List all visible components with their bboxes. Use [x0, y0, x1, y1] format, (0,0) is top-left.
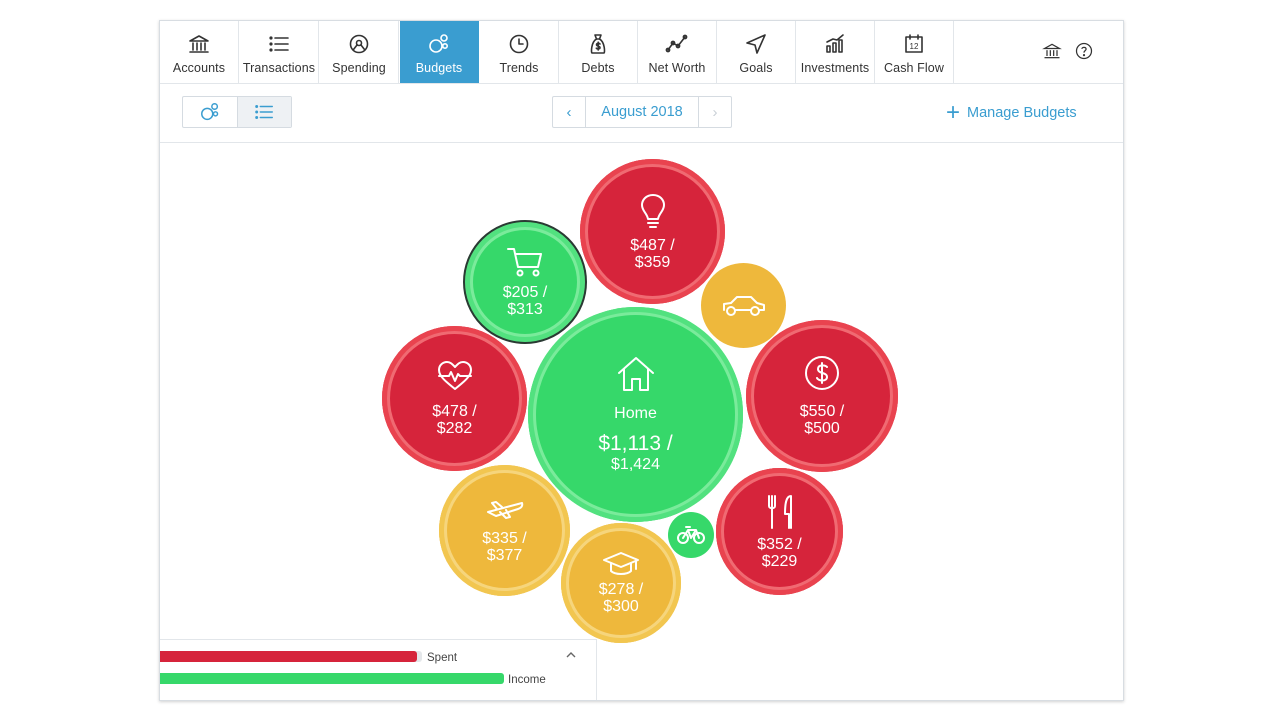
- budget-spent: $205 /: [502, 284, 548, 301]
- car-icon: [722, 295, 765, 316]
- nav-investments-label: Investments: [800, 61, 870, 75]
- nav-trends-label: Trends: [499, 61, 539, 75]
- line-chart-icon: [638, 32, 716, 56]
- nav-accounts[interactable]: Accounts: [160, 21, 239, 83]
- nav-spending[interactable]: Spending: [320, 21, 399, 83]
- budget-spent: $550 /: [799, 403, 845, 420]
- budget-limit: $377: [486, 546, 523, 564]
- nav-goals[interactable]: Goals: [717, 21, 796, 83]
- budget-spent: $352 /: [757, 535, 802, 553]
- budget-limit: $229: [761, 552, 798, 570]
- nav-net-worth-label: Net Worth: [648, 61, 706, 75]
- budget-bubble-utilities[interactable]: $487 / $359: [580, 159, 725, 304]
- bubbles-icon: [400, 32, 478, 56]
- budget-spent: $278 /: [598, 581, 644, 598]
- nav-investments[interactable]: Investments: [796, 21, 875, 83]
- spent-label: Spent: [427, 652, 458, 664]
- airplane-icon: [486, 500, 523, 519]
- bubble-view-button[interactable]: [183, 97, 237, 127]
- manage-budgets-button[interactable]: + Manage Budgets: [946, 99, 1077, 126]
- budget-bubble-health[interactable]: $478 / $282: [382, 326, 527, 471]
- svg-text:12: 12: [910, 42, 919, 51]
- budget-spent: $335 /: [482, 529, 527, 547]
- budget-limit: $359: [634, 253, 671, 271]
- house-icon: [617, 357, 654, 391]
- spent-bar: [160, 651, 417, 662]
- calendar-icon: 12: [875, 32, 953, 56]
- income-bar-track: [160, 673, 504, 684]
- budget-spent: $1,113 /: [598, 432, 673, 455]
- month-selector: ‹ August 2018 ›: [552, 96, 732, 128]
- list-icon: [255, 105, 274, 119]
- spent-income-legend: Spent Income: [160, 639, 597, 700]
- budget-bubble-auto[interactable]: [701, 263, 786, 348]
- budget-spent: $487 /: [630, 236, 675, 254]
- chevron-up-icon[interactable]: [564, 648, 578, 662]
- nav-spending-label: Spending: [332, 61, 386, 75]
- budget-limit: $500: [804, 420, 840, 437]
- budget-bubble-food[interactable]: $352 / $229: [716, 468, 843, 595]
- nav-accounts-label: Accounts: [172, 61, 226, 75]
- prev-month-button[interactable]: ‹: [553, 97, 586, 127]
- plus-icon: +: [946, 99, 961, 126]
- navigation-arrow-icon: [717, 32, 795, 56]
- spent-bar-track: [160, 651, 422, 662]
- next-month-button[interactable]: ›: [698, 97, 731, 127]
- nav-transactions-label: Transactions: [242, 61, 316, 75]
- budget-bubble-sports[interactable]: [668, 512, 714, 558]
- budget-bubble-travel[interactable]: $335 / $377: [439, 465, 570, 596]
- graduation-cap-icon: [603, 552, 639, 575]
- budgets-app-window: Accounts Transactions Spending Budgets T…: [159, 20, 1124, 701]
- heart-pulse-icon: [437, 360, 472, 390]
- nav-budgets-label: Budgets: [415, 61, 463, 75]
- view-toggle: [182, 96, 292, 128]
- nav-cash-flow-label: Cash Flow: [884, 61, 944, 75]
- budget-name: Home: [614, 405, 657, 422]
- budget-limit: $313: [507, 301, 543, 318]
- nav-cash-flow[interactable]: 12 Cash Flow: [875, 21, 954, 83]
- budget-toolbar: ‹ August 2018 › + Manage Budgets: [160, 84, 1123, 143]
- manage-budgets-label: Manage Budgets: [967, 105, 1077, 121]
- nav-net-worth[interactable]: Net Worth: [638, 21, 717, 83]
- budget-bubble-home[interactable]: Home $1,113 / $1,424: [528, 307, 743, 522]
- bicycle-icon: [677, 526, 705, 544]
- dollar-icon: [805, 356, 839, 390]
- budget-limit: $1,424: [611, 456, 660, 473]
- nav-debts-label: Debts: [581, 61, 615, 75]
- lightbulb-icon: [640, 193, 665, 228]
- list-view-button[interactable]: [236, 97, 291, 127]
- nav-debts[interactable]: Debts: [559, 21, 638, 83]
- budget-bubble-shopping[interactable]: $205 / $313: [463, 220, 587, 344]
- pie-chart-icon: [320, 32, 398, 56]
- income-bar: [160, 673, 504, 684]
- income-label: Income: [508, 674, 546, 686]
- clock-icon: [480, 32, 558, 56]
- budget-bubble-education[interactable]: $278 / $300: [561, 523, 681, 643]
- nav-budgets[interactable]: Budgets: [400, 21, 479, 83]
- institutions-bank-icon[interactable]: [1042, 41, 1062, 66]
- nav-goals-label: Goals: [739, 61, 773, 75]
- list-icon: [240, 32, 318, 56]
- budget-limit: $282: [436, 419, 473, 437]
- bubbles-icon: [200, 103, 219, 121]
- fork-knife-icon: [767, 494, 792, 529]
- main-nav: Accounts Transactions Spending Budgets T…: [160, 21, 1123, 84]
- nav-trends[interactable]: Trends: [480, 21, 559, 83]
- budget-bubble-fees[interactable]: $550 / $500: [746, 320, 898, 472]
- budget-spent: $478 /: [432, 402, 477, 420]
- bar-chart-icon: [796, 32, 874, 56]
- budget-limit: $300: [603, 598, 639, 615]
- bank-icon: [160, 32, 238, 56]
- shopping-cart-icon: [507, 248, 542, 277]
- help-icon[interactable]: [1074, 41, 1094, 66]
- money-bag-icon: [559, 32, 637, 56]
- current-month: August 2018: [601, 104, 683, 120]
- nav-transactions[interactable]: Transactions: [240, 21, 319, 83]
